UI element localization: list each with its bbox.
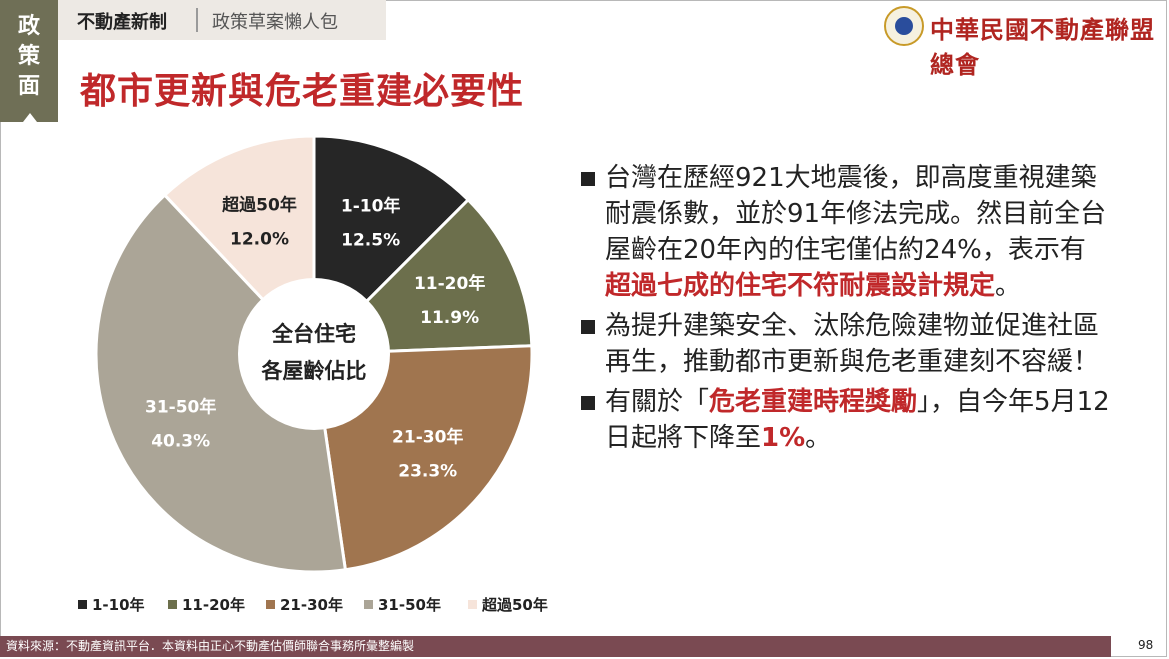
footer-source: 資料來源：不動產資訊平台．本資料由正心不動產估價師聯合事務所彙整編製	[6, 639, 415, 653]
legend-label: 21-30年	[280, 596, 343, 614]
legend-item: 21-30年	[266, 594, 343, 615]
slice-value-label: 12.5%	[341, 230, 400, 250]
bullet-list: 台灣在歷經921大地震後，即高度重視建築耐震係數，並於91年修法完成。然目前全台…	[581, 160, 1111, 460]
bullet-square-icon	[581, 172, 595, 186]
slice-value-label: 11.9%	[420, 308, 479, 328]
donut-hole	[238, 278, 390, 430]
bullet-item: 有關於「危老重建時程獎勵」，自今年5月12日起將下降至1%。	[581, 384, 1111, 456]
bullet-text: 為提升建築安全、汰除危險建物並促進社區再生，推動都市更新與危老重建刻不容緩！	[605, 311, 1100, 377]
bullet-text: 。	[995, 271, 1022, 301]
legend-swatch	[468, 600, 477, 609]
section-tab: 政 策 面	[0, 0, 58, 122]
bullet-text: 台灣在歷經921大地震後，即高度重視建築耐震係數，並於91年修法完成。然目前全台…	[605, 163, 1107, 265]
bullet-square-icon	[581, 396, 595, 410]
bullet-text: 有關於「	[605, 387, 710, 417]
breadcrumb-sub: 政策草案懶人包	[212, 12, 338, 33]
legend-item: 1-10年	[78, 594, 145, 615]
triangle-up-icon	[23, 113, 37, 122]
highlight-text: 超過七成的住宅不符耐震設計規定	[605, 271, 996, 301]
pie-slice	[94, 192, 348, 574]
bullet-item: 為提升建築安全、汰除危險建物並促進社區再生，推動都市更新與危老重建刻不容緩！	[581, 308, 1111, 380]
breadcrumb: 不動產新制 政策草案懶人包	[58, 0, 386, 40]
pie-chart: 全台住宅 各屋齡佔比 1-10年 12.5% 11-20年 11.9% 21-30年 23…	[94, 134, 534, 574]
chart-center-line2: 各屋齡佔比	[261, 359, 367, 383]
legend-swatch	[364, 600, 373, 609]
slice-category-label: 31-50年	[145, 396, 216, 417]
section-tab-char: 政	[17, 14, 40, 39]
slice-value-label: 40.3%	[151, 431, 210, 451]
legend-label: 1-10年	[92, 596, 145, 614]
bullet-item: 台灣在歷經921大地震後，即高度重視建築耐震係數，並於91年修法完成。然目前全台…	[581, 160, 1111, 304]
legend-swatch	[266, 600, 275, 609]
section-tab-char: 策	[17, 44, 40, 69]
org-logo: 中華民國不動產聯盟總會	[884, 6, 1159, 79]
breadcrumb-divider	[196, 8, 198, 32]
legend-item: 超過50年	[468, 594, 548, 615]
slice-category-label: 超過50年	[222, 194, 297, 215]
legend-swatch	[168, 600, 177, 609]
highlight-text: 危老重建時程獎勵	[709, 387, 918, 417]
legend-swatch	[78, 600, 87, 609]
legend-label: 11-20年	[182, 596, 245, 614]
org-name: 中華民國不動產聯盟總會	[930, 15, 1155, 79]
breadcrumb-main: 不動產新制	[77, 12, 167, 33]
slice-category-label: 1-10年	[341, 195, 401, 216]
highlight-text: 1%	[761, 423, 806, 453]
legend-label: 31-50年	[378, 596, 441, 614]
page-number: 98	[1138, 638, 1154, 652]
bullet-text: 。	[805, 423, 832, 453]
slice-category-label: 11-20年	[414, 273, 485, 294]
section-tab-char: 面	[17, 74, 40, 99]
legend-label: 超過50年	[482, 596, 548, 614]
bullet-square-icon	[581, 320, 595, 334]
chart-center-line1: 全台住宅	[271, 322, 356, 346]
slice-category-label: 21-30年	[392, 427, 463, 448]
legend-item: 31-50年	[364, 594, 441, 615]
slice-value-label: 12.0%	[230, 229, 289, 249]
org-seal-icon	[884, 6, 924, 46]
slice-value-label: 23.3%	[398, 462, 457, 482]
footer-bar: 資料來源：不動產資訊平台．本資料由正心不動產估價師聯合事務所彙整編製	[0, 636, 1111, 657]
page-title: 都市更新與危老重建必要性	[80, 71, 525, 112]
legend-item: 11-20年	[168, 594, 245, 615]
bullet-text: 」，自今年5月12日起將下降至	[605, 387, 1110, 453]
